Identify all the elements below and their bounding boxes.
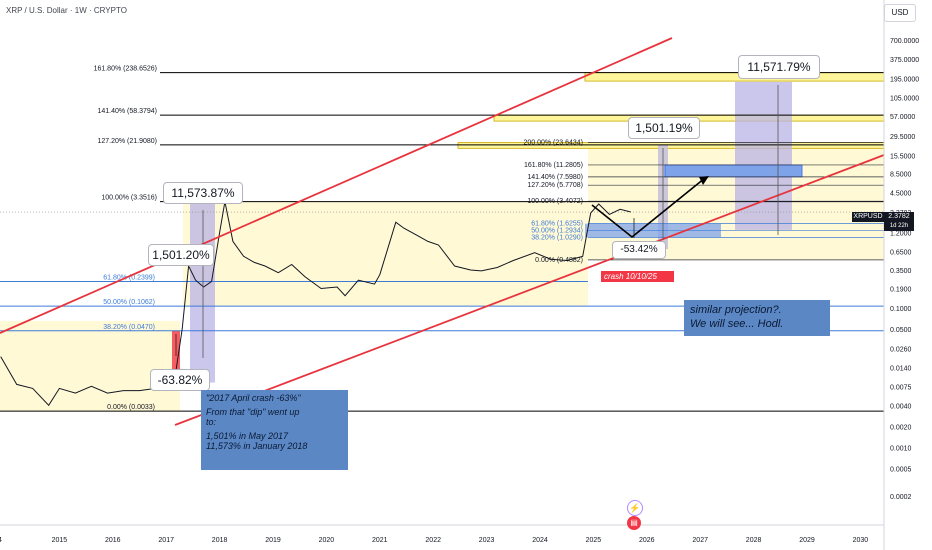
x-tick-label: 2017 bbox=[158, 537, 174, 544]
gain-may2017-label: 1,501.20% bbox=[148, 244, 214, 266]
countdown-tag: 1d 22h bbox=[884, 222, 914, 231]
currency-button[interactable]: USD bbox=[884, 4, 916, 22]
x-tick-label: 2027 bbox=[692, 537, 708, 544]
y-tick-label: 15.5000 bbox=[890, 153, 915, 160]
y-tick-label: 29.5000 bbox=[890, 134, 915, 141]
x-tick-label: 2019 bbox=[265, 537, 281, 544]
x-tick-label: 2029 bbox=[799, 537, 815, 544]
y-tick-label: 0.0260 bbox=[890, 347, 912, 354]
x-tick-label: 2016 bbox=[105, 537, 121, 544]
note-projection: similar projection?. We will see... Hodl… bbox=[684, 300, 830, 336]
x-tick-label: 2023 bbox=[479, 537, 495, 544]
x-tick-label: 2025 bbox=[586, 537, 602, 544]
x-tick-label: 14 bbox=[0, 537, 2, 544]
y-tick-label: 8.5000 bbox=[890, 171, 912, 178]
note-2017: "2017 April crash -63%" From that "dip" … bbox=[201, 390, 348, 470]
zones-layer bbox=[0, 72, 885, 412]
gain-2018-label: 11,573.87% bbox=[163, 182, 243, 204]
lightning-icon[interactable]: ⚡ bbox=[627, 500, 643, 516]
fib-left-label: 141.40% (58.3794) bbox=[97, 108, 157, 115]
x-tick-label: 2030 bbox=[853, 537, 869, 544]
fib-left-label: 127.20% (21.9080) bbox=[97, 138, 157, 145]
fib-right-label: 200.00% (23.6434) bbox=[523, 140, 583, 147]
y-tick-label: 0.0005 bbox=[890, 466, 912, 473]
crash-2017-label: -63.82% bbox=[150, 369, 210, 391]
fib-left-label: 0.00% (0.0033) bbox=[107, 404, 155, 411]
note-2017-line: to: bbox=[206, 417, 217, 427]
note-2017-line: 11,573% in January 2018 bbox=[206, 441, 308, 451]
y-tick-label: 700.0000 bbox=[890, 38, 919, 45]
fib-left-label: 61.80% (0.2399) bbox=[103, 274, 155, 281]
y-tick-label: 0.0010 bbox=[890, 445, 912, 452]
zone-2014 bbox=[0, 320, 180, 412]
y-tick-label: 0.6500 bbox=[890, 249, 912, 256]
y-tick-label: 0.0500 bbox=[890, 327, 912, 334]
y-tick-label: 0.1900 bbox=[890, 287, 912, 294]
fib-right-label: 100.00% (3.4072) bbox=[527, 198, 583, 205]
y-tick-label: 375.0000 bbox=[890, 57, 919, 64]
y-tick-label: 195.0000 bbox=[890, 77, 919, 84]
fib-right-label: 61.80% (1.6255) bbox=[531, 220, 583, 227]
projection-zigzag bbox=[591, 177, 706, 239]
note-projection-line: We will see... Hodl. bbox=[690, 318, 784, 330]
x-tick-label: 2022 bbox=[425, 537, 441, 544]
y-tick-label: 0.0075 bbox=[890, 384, 912, 391]
y-tick-label: 0.0020 bbox=[890, 424, 912, 431]
gold-zone-161 bbox=[584, 72, 885, 82]
fib-right-label: 50.00% (1.2934) bbox=[531, 228, 583, 235]
chart-title: XRP / U.S. Dollar · 1W · CRYPTO bbox=[6, 6, 127, 15]
x-tick-label: 2018 bbox=[212, 537, 228, 544]
fib-right-label: 38.20% (1.0290) bbox=[531, 234, 583, 241]
projection-arrowhead bbox=[699, 176, 709, 185]
y-tick-label: 0.0140 bbox=[890, 365, 912, 372]
x-tick-label: 2020 bbox=[319, 537, 335, 544]
y-tick-label: 0.0002 bbox=[890, 494, 912, 501]
gain-proj-small-label: 1,501.19% bbox=[628, 117, 700, 139]
fib-left-label: 50.00% (0.1062) bbox=[103, 299, 155, 306]
channel-lower-line bbox=[174, 154, 885, 426]
x-tick-label: 2021 bbox=[372, 537, 388, 544]
channel-upper-line bbox=[0, 37, 673, 334]
gain-proj-big-label: 11,571.79% bbox=[738, 55, 820, 79]
fib-left-label: 100.00% (3.3516) bbox=[101, 195, 157, 202]
y-tick-label: 105.0000 bbox=[890, 95, 919, 102]
y-tick-label: 0.1000 bbox=[890, 306, 912, 313]
zone-2018-2024 bbox=[183, 201, 588, 307]
note-2017-line: From that "dip" went up bbox=[206, 407, 300, 417]
price-line bbox=[0, 201, 631, 407]
fib-right-label: 127.20% (5.7708) bbox=[527, 182, 583, 189]
y-tick-label: 57.0000 bbox=[890, 114, 915, 121]
gold-zone-200 bbox=[457, 142, 885, 149]
price-series-layer bbox=[0, 201, 631, 407]
projection-big-box bbox=[735, 81, 792, 230]
price-tag: 2.3782 bbox=[884, 212, 914, 222]
fib-left-label: 161.80% (238.6526) bbox=[94, 66, 157, 73]
x-tick-label: 2024 bbox=[532, 537, 548, 544]
blue-target-box bbox=[664, 164, 803, 178]
y-tick-label: 0.0040 bbox=[890, 403, 912, 410]
crash-date-badge: crash 10/10/25 bbox=[601, 271, 674, 282]
note-2017-line: "2017 April crash -63%" bbox=[206, 393, 301, 403]
symbol-tag: XRPUSD bbox=[852, 212, 884, 222]
y-tick-label: 4.5000 bbox=[890, 191, 912, 198]
fib-right-label: 161.80% (11.2805) bbox=[524, 162, 583, 169]
x-tick-label: 2026 bbox=[639, 537, 655, 544]
gain-2017-box bbox=[190, 201, 215, 383]
x-tick-label: 2028 bbox=[746, 537, 762, 544]
fib-right-label: 141.40% (7.5980) bbox=[527, 174, 583, 181]
x-tick-label: 2015 bbox=[52, 537, 68, 544]
y-tick-label: 1.2000 bbox=[890, 231, 912, 238]
y-tick-label: 0.3500 bbox=[890, 268, 912, 275]
note-projection-line: similar projection?. bbox=[690, 304, 782, 316]
note-2017-line: 1,501% in May 2017 bbox=[206, 431, 289, 441]
drawings-layer bbox=[0, 37, 885, 426]
fib-left-label: 38.20% (0.0470) bbox=[103, 324, 155, 331]
crash-2025-label: -53.42% bbox=[612, 241, 666, 259]
flag-icon[interactable]: ▤ bbox=[627, 516, 641, 530]
